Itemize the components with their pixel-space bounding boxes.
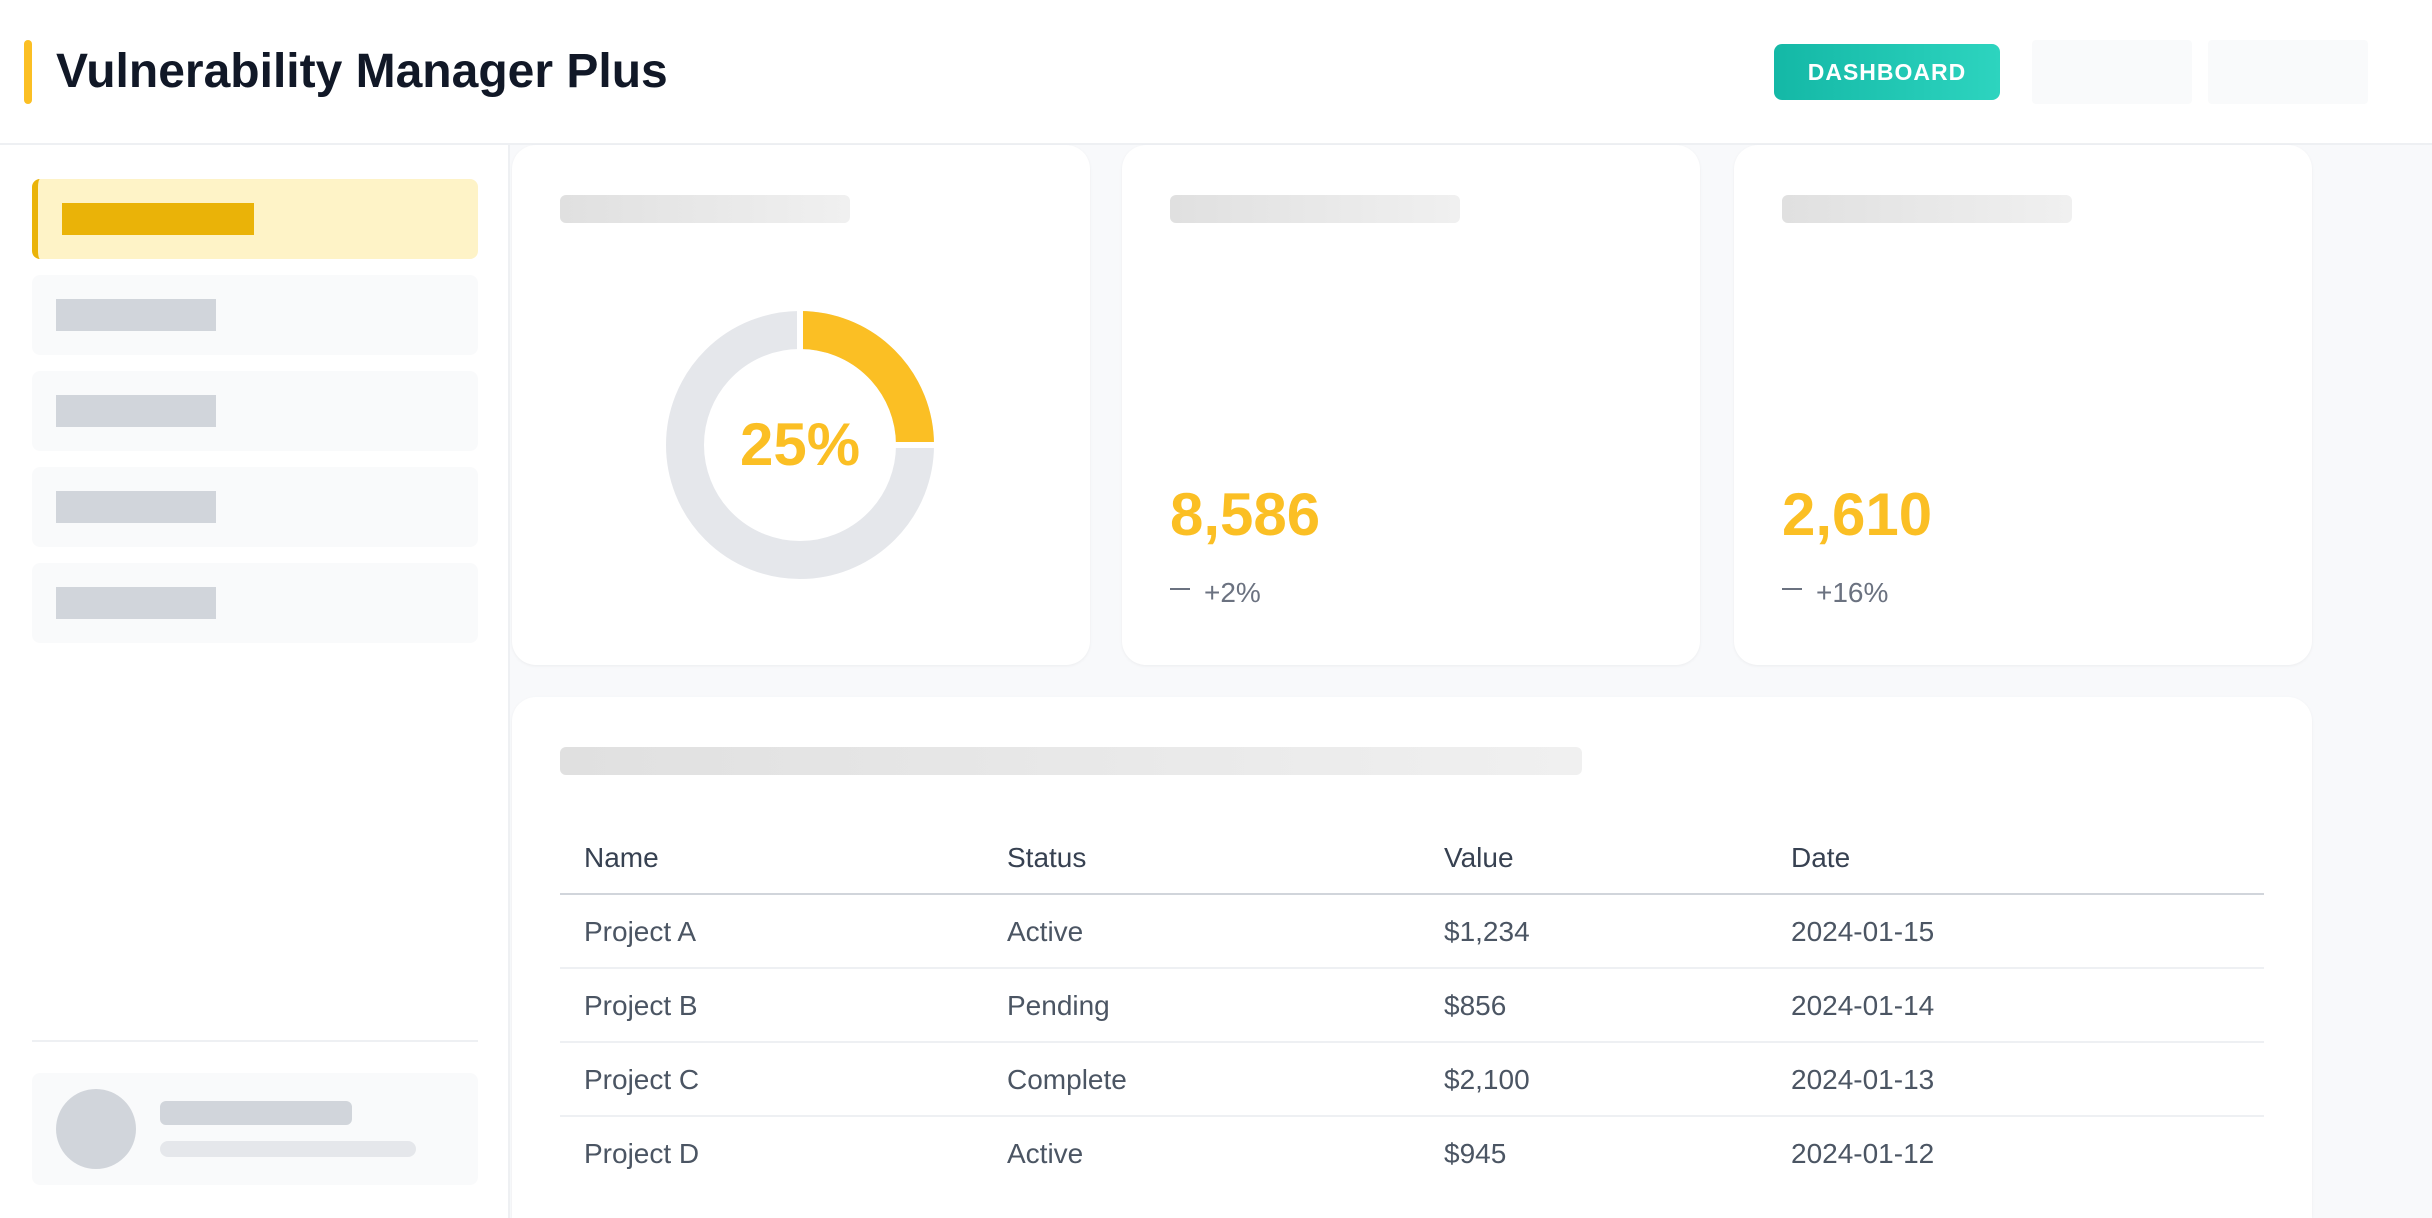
user-profile-card[interactable] <box>32 1073 478 1185</box>
stat-change-text: +2% <box>1204 577 1261 608</box>
sidebar-item-active[interactable] <box>32 179 478 259</box>
donut-svg <box>666 308 937 579</box>
cell-status: Active <box>1007 1138 1084 1169</box>
cell-value: $1,234 <box>1444 916 1530 947</box>
table-row[interactable]: Project A Active $1,234 2024-01-15 <box>560 895 2264 969</box>
donut-percent-label: 25% <box>739 411 861 478</box>
data-table: Name Status Value Date Project A Active … <box>560 821 2264 1191</box>
card-title-placeholder <box>1782 195 2072 223</box>
stat-change-text: +16% <box>1816 577 1889 608</box>
cell-value: $856 <box>1444 990 1507 1021</box>
table-title-placeholder <box>560 747 1582 775</box>
brand-accent-bar <box>24 40 32 104</box>
table-card: Name Status Value Date Project A Active … <box>512 697 2312 1218</box>
card-title-placeholder <box>560 195 850 223</box>
cell-date: 2024-01-14 <box>1791 990 1935 1021</box>
stat-change: +16% <box>1782 573 1888 613</box>
stat-card-1: 8,586 +2% <box>1122 145 1700 665</box>
header-action-placeholder-2[interactable] <box>2208 40 2368 104</box>
card-title-placeholder <box>1170 195 1460 223</box>
column-header-status[interactable]: Status <box>1007 842 1087 873</box>
progress-card: 25% <box>512 145 1090 665</box>
cell-status: Active <box>1007 916 1084 947</box>
sidebar-item-label-placeholder <box>56 587 216 619</box>
sidebar-item-label-placeholder <box>56 491 216 523</box>
stat-card-2: 2,610 +16% <box>1734 145 2312 665</box>
donut-progress-arc <box>799 311 934 446</box>
column-header-name[interactable]: Name <box>584 842 659 873</box>
cell-value: $2,100 <box>1444 1064 1530 1095</box>
table-row[interactable]: Project B Pending $856 2024-01-14 <box>560 969 2264 1043</box>
stat-value: 8,586 <box>1170 481 1321 548</box>
stat-change: +2% <box>1170 573 1261 613</box>
cell-name: Project A <box>584 916 697 947</box>
top-header: Vulnerability Manager Plus DASHBOARD <box>0 0 2432 145</box>
stat-value: 2,610 <box>1782 481 1933 548</box>
header-action-placeholder-1[interactable] <box>2032 40 2192 104</box>
sidebar-item-label-placeholder <box>62 203 254 235</box>
sidebar-item-5[interactable] <box>32 563 478 643</box>
cell-name: Project C <box>584 1064 700 1095</box>
column-header-value[interactable]: Value <box>1444 842 1514 873</box>
sidebar-item-2[interactable] <box>32 275 478 355</box>
cell-date: 2024-01-13 <box>1791 1064 1935 1095</box>
user-subtitle-placeholder <box>160 1141 416 1157</box>
donut-chart: 25% <box>666 308 937 579</box>
cell-name: Project D <box>584 1138 700 1169</box>
table-header-row: Name Status Value Date <box>560 821 2264 895</box>
cell-value: $945 <box>1444 1138 1507 1169</box>
avatar <box>56 1089 136 1169</box>
sidebar-divider <box>32 1040 478 1042</box>
app-title: Vulnerability Manager Plus <box>56 45 668 98</box>
cell-status: Pending <box>1007 990 1110 1021</box>
dashboard-button[interactable]: DASHBOARD <box>1774 44 2000 100</box>
table-row[interactable]: Project C Complete $2,100 2024-01-13 <box>560 1043 2264 1117</box>
sidebar-item-3[interactable] <box>32 371 478 451</box>
table-row[interactable]: Project D Active $945 2024-01-12 <box>560 1117 2264 1191</box>
sidebar <box>0 145 510 1218</box>
sidebar-item-4[interactable] <box>32 467 478 547</box>
user-name-placeholder <box>160 1101 352 1125</box>
trend-neutral-icon <box>1782 587 1802 590</box>
sidebar-item-label-placeholder <box>56 299 216 331</box>
column-header-date[interactable]: Date <box>1791 842 1851 873</box>
cell-name: Project B <box>584 990 698 1021</box>
cell-status: Complete <box>1007 1064 1127 1095</box>
trend-neutral-icon <box>1170 587 1190 590</box>
cell-date: 2024-01-15 <box>1791 916 1935 947</box>
cell-date: 2024-01-12 <box>1791 1138 1935 1169</box>
sidebar-item-label-placeholder <box>56 395 216 427</box>
